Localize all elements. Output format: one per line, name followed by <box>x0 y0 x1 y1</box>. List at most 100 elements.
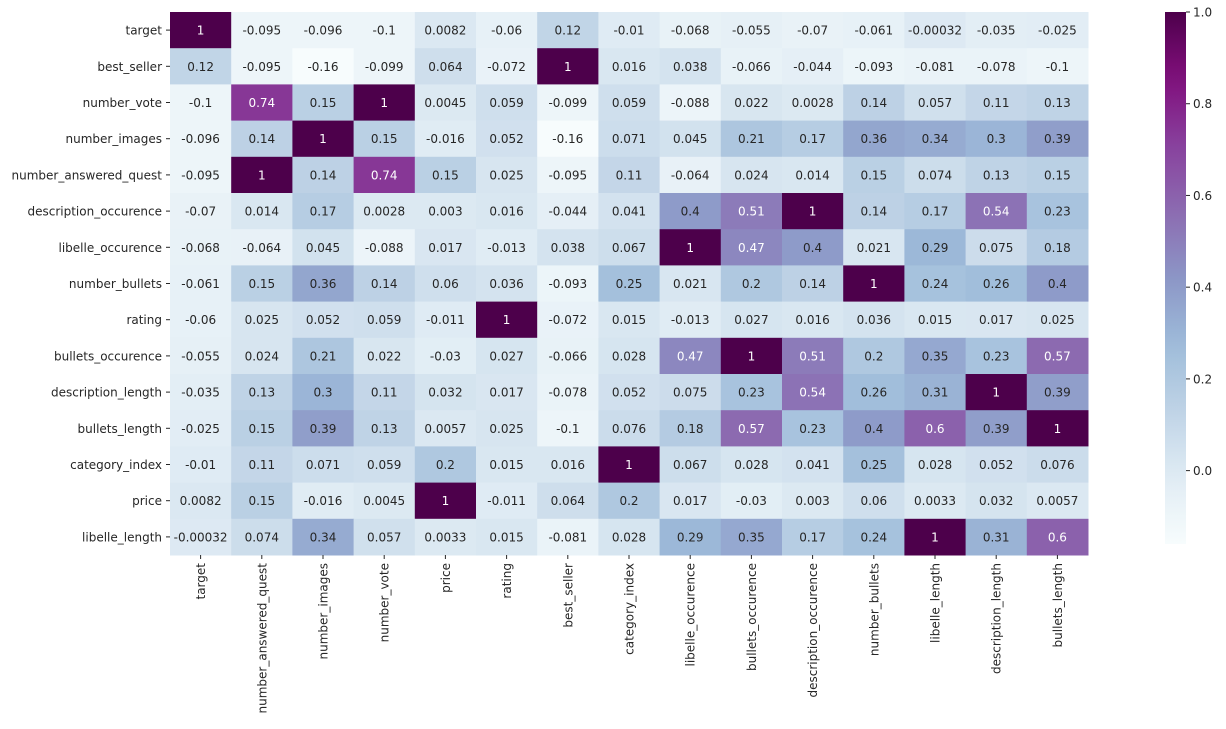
heatmap-cell <box>414 518 477 556</box>
cell-annotation: -0.044 <box>793 60 832 74</box>
heatmap-cell <box>965 482 1028 520</box>
cell-annotation: -0.055 <box>732 24 771 38</box>
heatmap-cell <box>598 193 661 230</box>
cell-annotation: 0.003 <box>795 494 829 508</box>
cell-annotation: 0.39 <box>983 422 1010 436</box>
heatmap-cell <box>782 265 844 303</box>
cell-annotation: -0.088 <box>671 96 710 110</box>
heatmap-cell <box>659 301 722 339</box>
heatmap-cell <box>843 48 905 85</box>
heatmap-cell <box>720 410 783 447</box>
heatmap-cell <box>965 12 1028 49</box>
cell-annotation: -0.095 <box>181 168 220 182</box>
heatmap-cell <box>965 84 1028 122</box>
cell-annotation: 0.028 <box>612 530 646 544</box>
cell-annotation: -0.095 <box>242 24 281 38</box>
heatmap-cell <box>598 518 661 556</box>
cell-annotation: 0.25 <box>616 277 643 291</box>
heatmap-cell <box>782 156 844 194</box>
heatmap-cell <box>720 120 783 158</box>
cell-annotation: 0.032 <box>979 494 1013 508</box>
cell-annotation: 0.045 <box>673 132 707 146</box>
heatmap-cell <box>1026 374 1089 411</box>
colorbar-tick-label: 0.0 <box>1193 464 1212 478</box>
heatmap-cell <box>537 156 599 194</box>
cell-annotation: 0.028 <box>612 349 646 363</box>
cell-annotation: -0.078 <box>977 60 1016 74</box>
cell-annotation: 0.032 <box>428 386 462 400</box>
heatmap-cell <box>353 482 416 520</box>
cell-annotation: 0.071 <box>612 132 646 146</box>
heatmap-cell <box>598 374 661 411</box>
cell-annotation: 0.06 <box>432 277 459 291</box>
cell-annotation: 0.038 <box>673 60 707 74</box>
cell-annotation: 0.14 <box>248 132 275 146</box>
cell-annotation: 0.29 <box>677 530 704 544</box>
cell-annotation: -0.099 <box>548 96 587 110</box>
heatmap-cell <box>1026 265 1089 303</box>
cell-annotation: 0.12 <box>554 24 581 38</box>
heatmap-cell <box>782 120 844 158</box>
heatmap-cell <box>292 12 355 49</box>
heatmap-cell <box>598 156 661 194</box>
heatmap-cell <box>170 482 232 520</box>
heatmap-cell <box>1026 301 1089 339</box>
cell-annotation: -0.081 <box>548 530 587 544</box>
cell-annotation: 0.052 <box>612 386 646 400</box>
x-tick-label: libelle_length <box>929 563 943 643</box>
x-tick-label: description_occurence <box>806 563 820 698</box>
heatmap-cell <box>782 229 844 266</box>
heatmap-cell <box>782 518 844 556</box>
cell-annotation: 0.0082 <box>424 24 466 38</box>
heatmap-cell <box>170 446 232 484</box>
heatmap-cell <box>170 265 232 303</box>
cell-annotation: 0.036 <box>489 277 523 291</box>
x-tick-label: price <box>439 563 453 593</box>
heatmap-cell <box>843 156 905 194</box>
heatmap-cell <box>231 410 293 447</box>
heatmap-cell <box>476 518 538 556</box>
cell-annotation: 0.075 <box>673 386 707 400</box>
cell-annotation: 0.041 <box>612 205 646 219</box>
cell-annotation: -0.1 <box>556 422 579 436</box>
heatmap-cell <box>965 301 1028 339</box>
cell-annotation: -0.066 <box>548 349 587 363</box>
cell-annotation: 0.0033 <box>424 530 466 544</box>
heatmap-cell <box>843 410 905 447</box>
cell-annotation: 0.4 <box>681 205 700 219</box>
cell-annotation: 0.071 <box>306 458 340 472</box>
cell-annotation: 0.045 <box>306 241 340 255</box>
heatmap-cell <box>782 12 844 49</box>
cell-annotation: 0.3 <box>987 132 1006 146</box>
cell-annotation: 0.11 <box>983 96 1010 110</box>
x-tick-label: libelle_occurence <box>684 563 698 667</box>
cell-annotation: 0.074 <box>245 530 279 544</box>
x-tick-label: number_answered_quest <box>255 563 269 714</box>
heatmap-cell <box>353 84 416 122</box>
heatmap-cell <box>537 229 599 266</box>
heatmap-cell <box>598 120 661 158</box>
cell-annotation: 0.6 <box>925 422 944 436</box>
y-tick-label: description_length <box>51 386 162 400</box>
heatmap-cell <box>353 12 416 49</box>
heatmap-cell <box>904 301 967 339</box>
heatmap-cell <box>1026 518 1089 556</box>
heatmap-cell <box>659 410 722 447</box>
heatmap-cell <box>720 374 783 411</box>
cell-annotation: 0.067 <box>612 241 646 255</box>
cell-annotation: 0.016 <box>612 60 646 74</box>
heatmap-cell <box>537 12 599 49</box>
cell-annotation: -0.00032 <box>174 530 228 544</box>
x-tick-label: bullets_length <box>1051 563 1065 647</box>
cell-annotation: 0.26 <box>983 277 1010 291</box>
cell-annotation: 0.18 <box>677 422 704 436</box>
heatmap-cell <box>904 156 967 194</box>
cell-annotation: -0.00032 <box>908 24 962 38</box>
heatmap-cell <box>170 84 232 122</box>
heatmap-cell <box>292 337 355 375</box>
cell-annotation: 0.024 <box>734 168 768 182</box>
cell-annotation: 0.11 <box>616 168 643 182</box>
cell-annotation: 0.14 <box>860 96 887 110</box>
